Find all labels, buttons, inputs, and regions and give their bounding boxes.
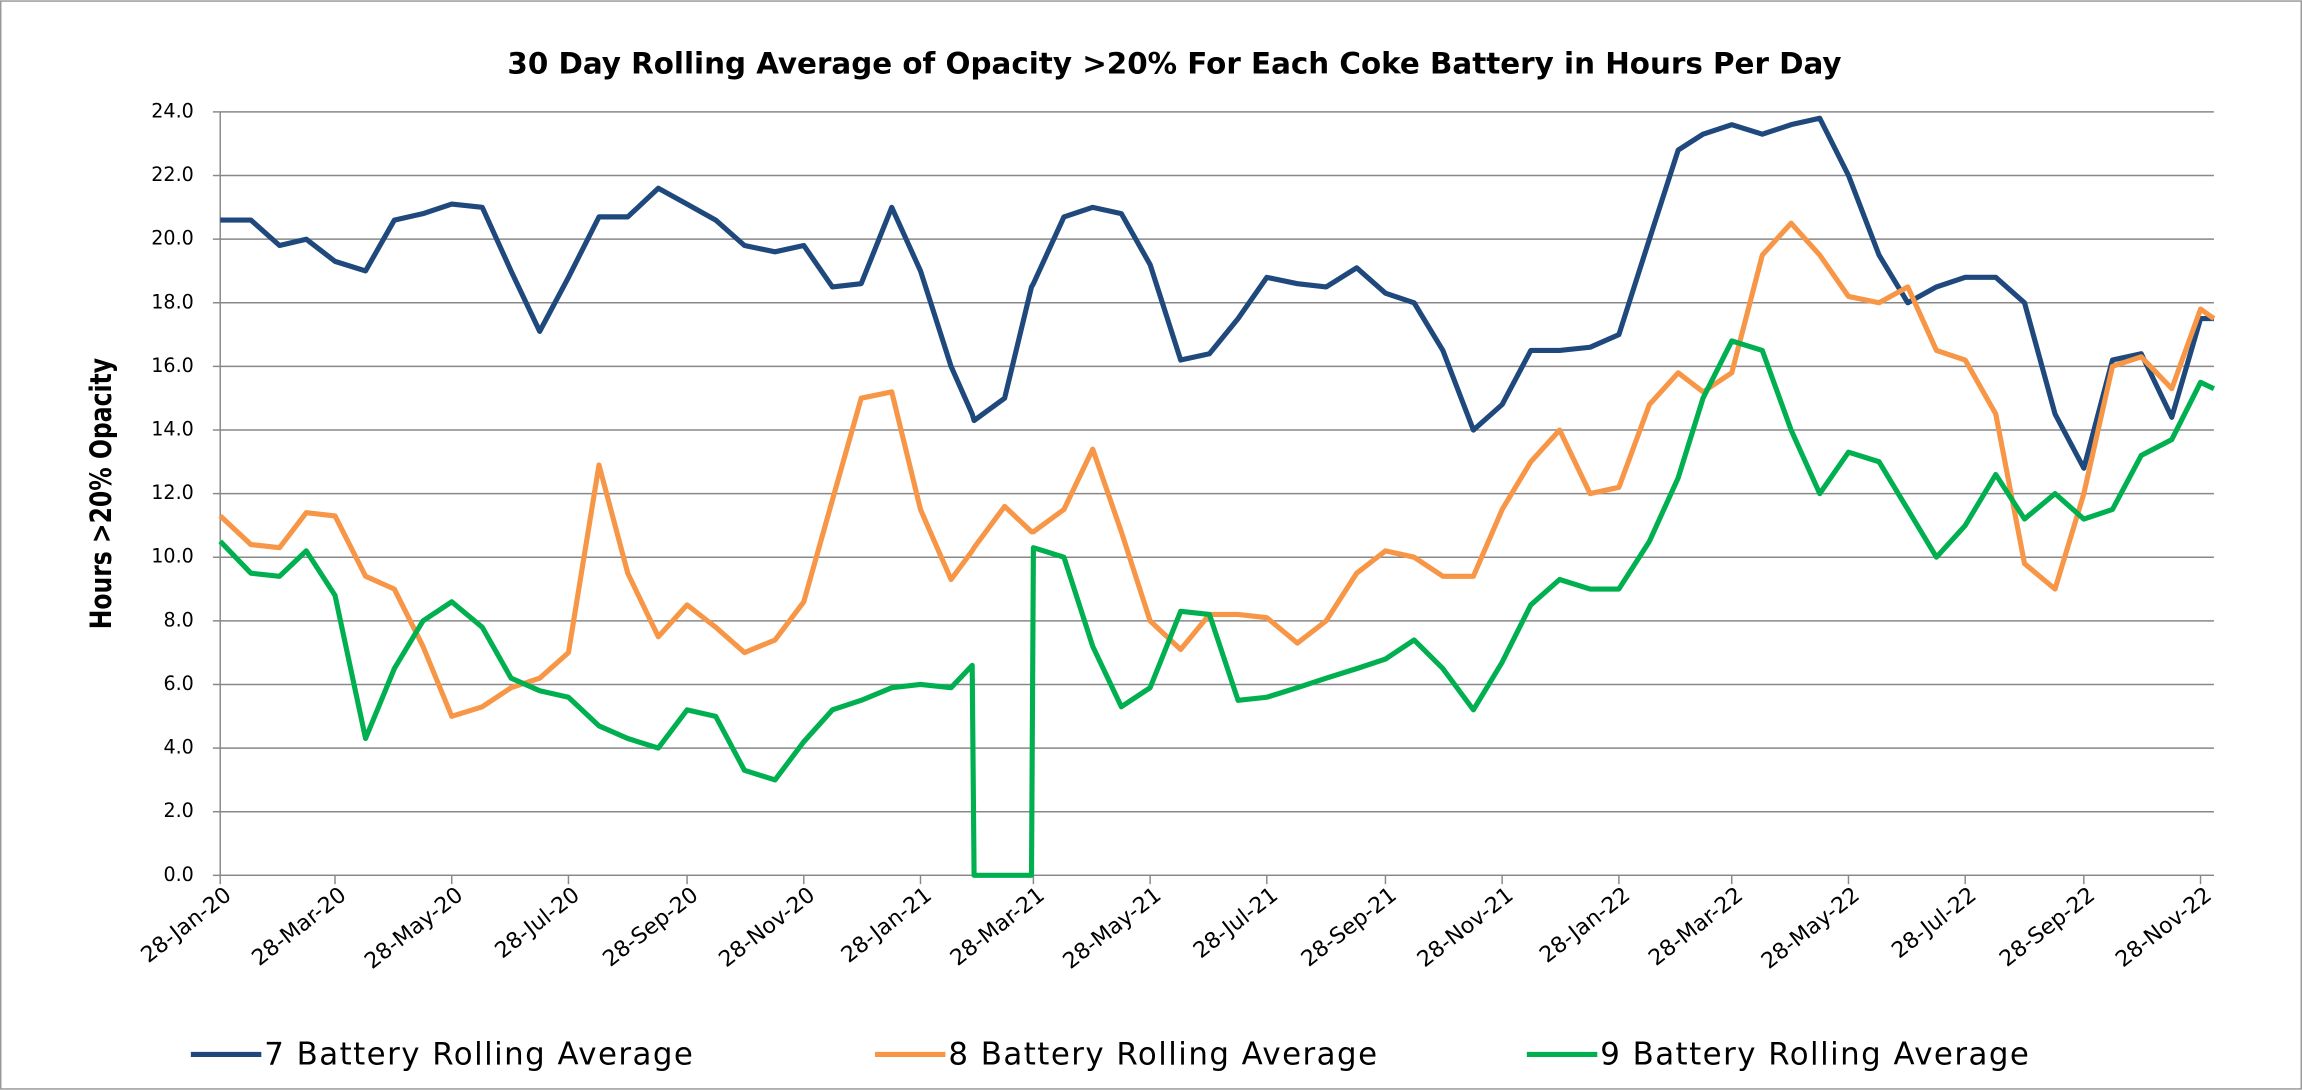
series-line bbox=[220, 115, 2214, 471]
x-tick-label: 28-Mar-21 bbox=[946, 883, 1050, 972]
x-tick-label: 28-Jul-20 bbox=[491, 883, 585, 964]
x-tick-label: 28-May-22 bbox=[1757, 883, 1865, 975]
x-tick-label: 28-Sep-21 bbox=[1297, 883, 1402, 973]
y-tick-label: 0.0 bbox=[163, 864, 193, 886]
y-tick-label: 4.0 bbox=[163, 737, 193, 759]
x-tick-label: 28-Mar-22 bbox=[1644, 883, 1748, 972]
x-tick-label: 28-May-21 bbox=[1059, 883, 1167, 975]
legend-label: 9 Battery Rolling Average bbox=[1600, 1036, 2030, 1072]
x-tick-label: 28-Nov-21 bbox=[1413, 883, 1518, 973]
y-tick-label: 18.0 bbox=[151, 291, 193, 313]
y-tick-label: 14.0 bbox=[151, 418, 193, 440]
y-tick-label: 20.0 bbox=[151, 228, 193, 250]
x-tick-label: 28-Jul-21 bbox=[1189, 883, 1283, 964]
y-tick-label: 16.0 bbox=[151, 355, 193, 377]
legend-label: 8 Battery Rolling Average bbox=[948, 1036, 1378, 1072]
chart-title: 30 Day Rolling Average of Opacity >20% F… bbox=[507, 46, 1841, 80]
x-tick-label: 28-Jan-21 bbox=[837, 883, 937, 969]
series-line bbox=[218, 220, 2216, 719]
x-tick-label: 28-Nov-22 bbox=[2111, 883, 2216, 973]
legend-label: 7 Battery Rolling Average bbox=[264, 1036, 694, 1072]
y-tick-label: 6.0 bbox=[163, 673, 193, 695]
x-tick-label: 28-Jan-20 bbox=[137, 883, 237, 969]
y-tick-label: 22.0 bbox=[151, 164, 193, 186]
x-tick-label: 28-Mar-20 bbox=[248, 883, 352, 972]
y-tick-label: 12.0 bbox=[151, 482, 193, 504]
x-tick-label: 28-May-20 bbox=[360, 883, 468, 975]
y-tick-label: 24.0 bbox=[151, 100, 193, 122]
x-tick-label: 28-Sep-22 bbox=[1995, 883, 2100, 973]
x-tick-label: 28-Jan-22 bbox=[1535, 883, 1635, 969]
y-tick-label: 8.0 bbox=[163, 609, 193, 631]
series-line bbox=[218, 338, 2216, 878]
x-tick-label: 28-Nov-20 bbox=[715, 883, 820, 973]
y-tick-label: 10.0 bbox=[151, 546, 193, 568]
x-tick-label: 28-Jul-22 bbox=[1887, 883, 1981, 964]
y-tick-label: 2.0 bbox=[163, 800, 193, 822]
y-axis-label: Hours >20% Opacity bbox=[85, 358, 119, 629]
x-tick-label: 28-Sep-20 bbox=[598, 883, 703, 973]
